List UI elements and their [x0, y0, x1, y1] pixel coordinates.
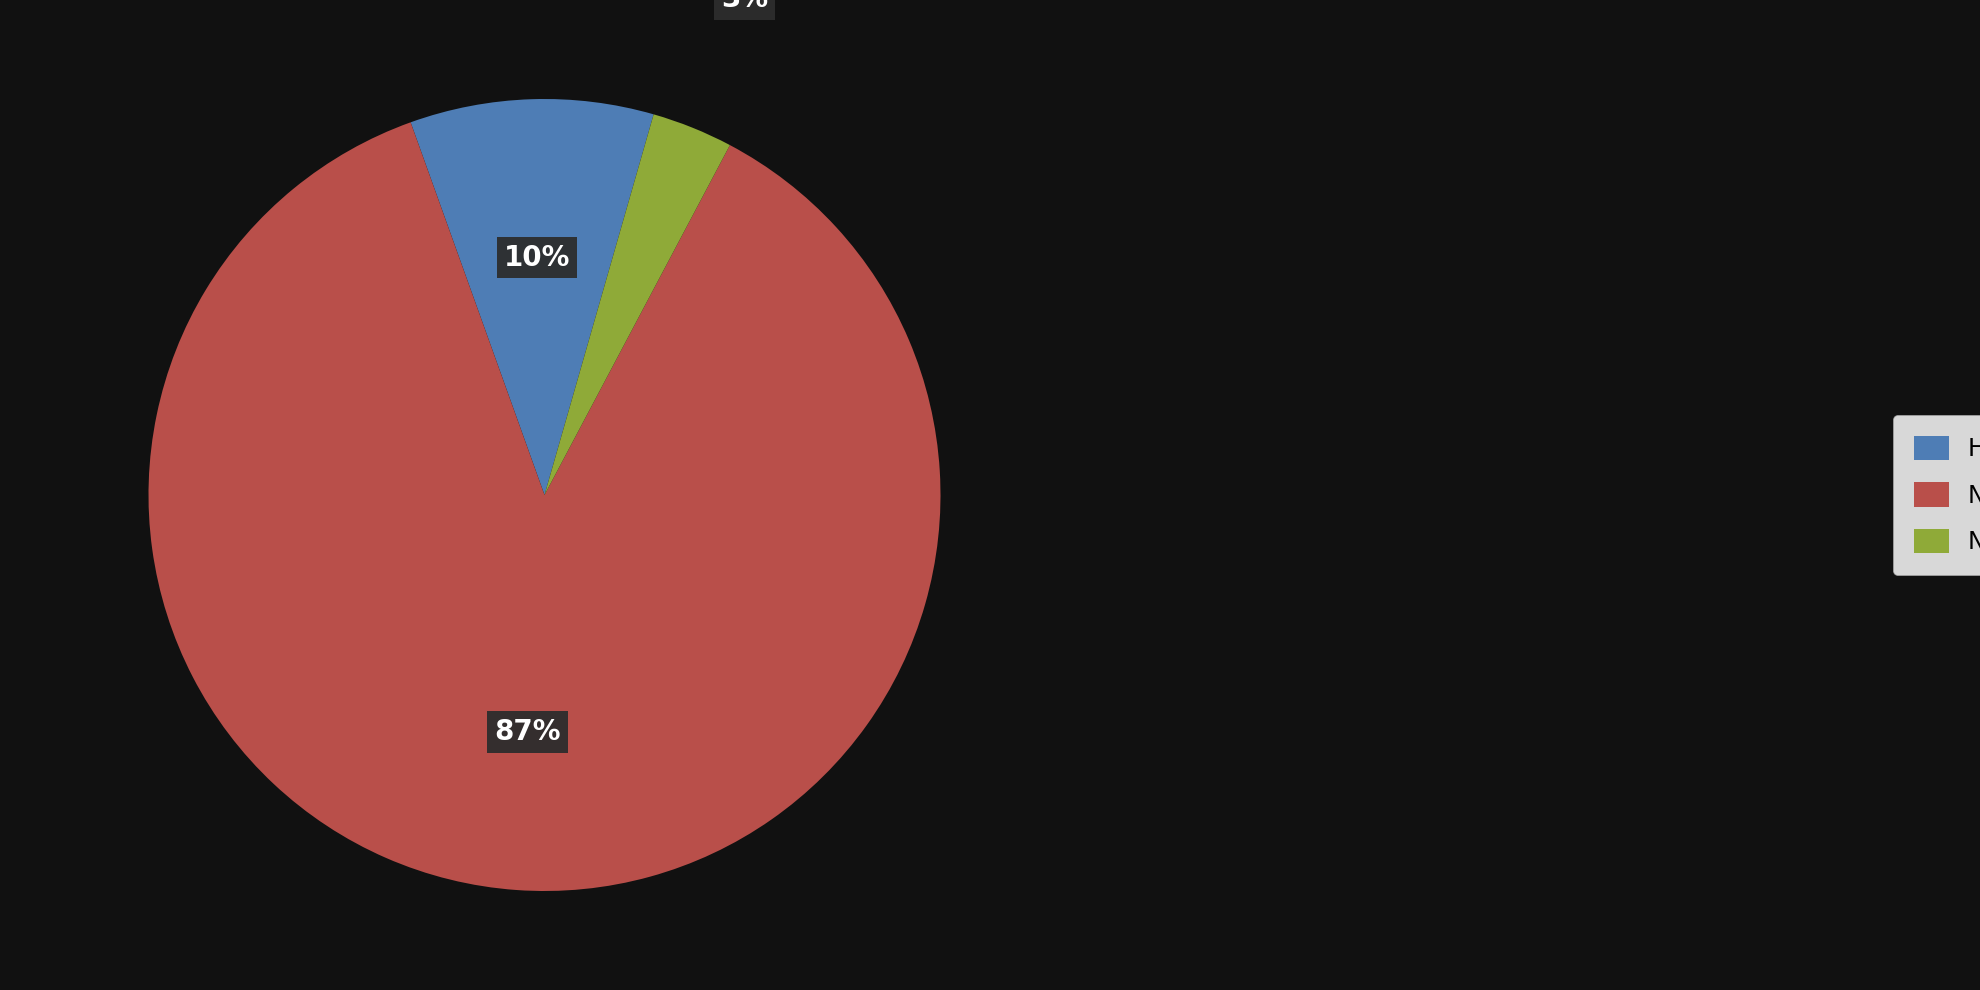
Text: 10%: 10%	[503, 244, 570, 271]
Wedge shape	[544, 114, 731, 495]
Text: 87%: 87%	[495, 718, 560, 746]
Wedge shape	[410, 99, 653, 495]
Legend: Hispanic or Latino (15 participants), Not Hispanic or Latino (131 participants),: Hispanic or Latino (15 participants), No…	[1893, 415, 1980, 575]
Wedge shape	[148, 123, 940, 891]
Text: 3%: 3%	[721, 0, 768, 13]
